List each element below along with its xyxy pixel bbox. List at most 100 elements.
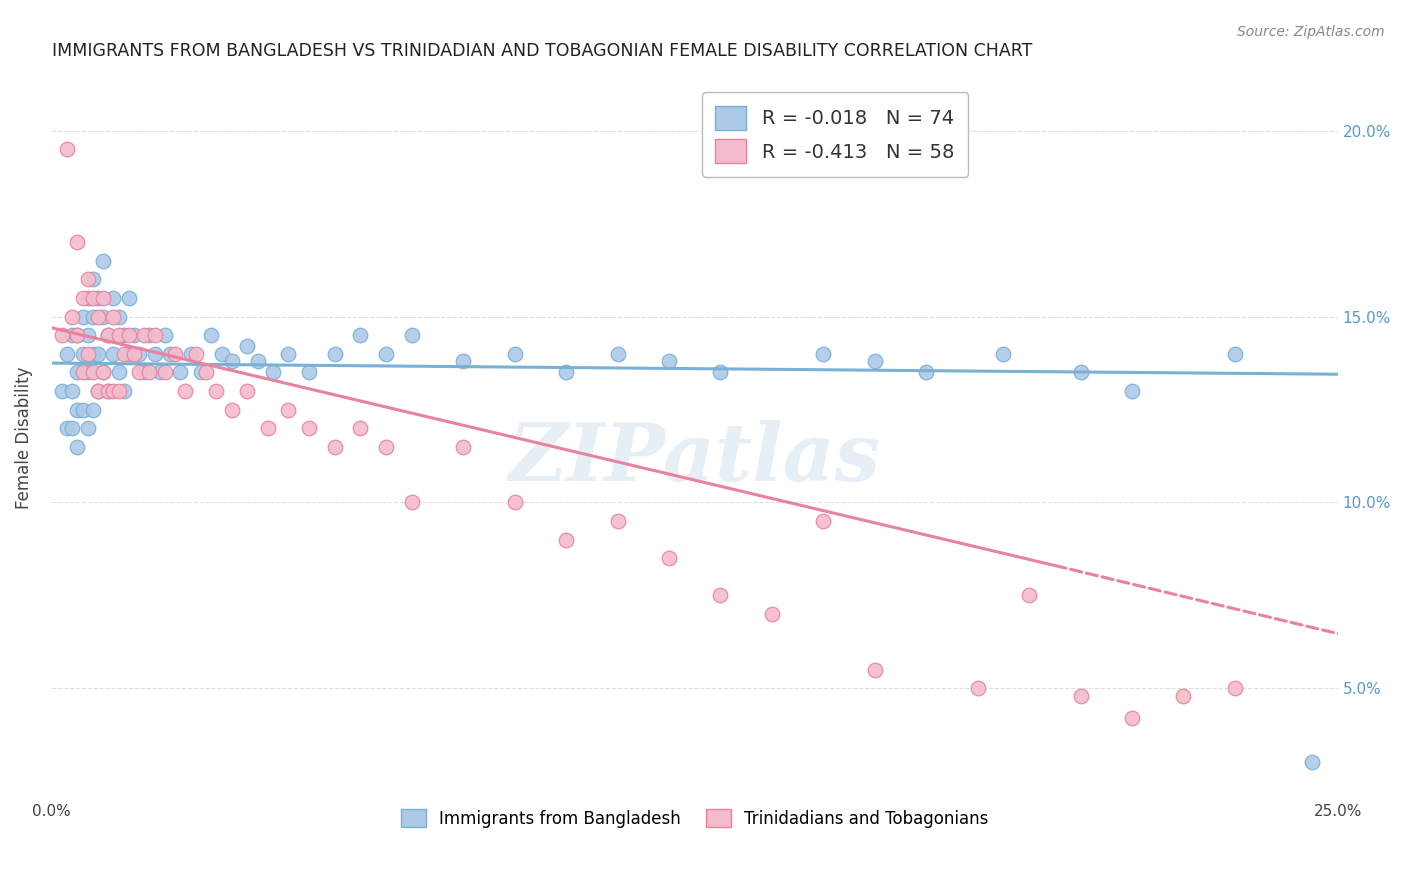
Point	[122, 347, 145, 361]
Point	[66, 235, 89, 250]
Point	[1301, 756, 1323, 770]
Point	[236, 384, 259, 398]
Point	[97, 384, 120, 398]
Point	[56, 347, 79, 361]
Point	[60, 310, 83, 324]
Point	[138, 328, 160, 343]
Point	[107, 310, 129, 324]
Point	[82, 291, 104, 305]
Point	[658, 551, 681, 566]
Point	[813, 514, 835, 528]
Point	[66, 402, 89, 417]
Point	[451, 354, 474, 368]
Point	[87, 384, 110, 398]
Point	[112, 384, 135, 398]
Point	[863, 663, 886, 677]
Point	[112, 347, 135, 361]
Point	[236, 339, 259, 353]
Point	[51, 384, 73, 398]
Point	[82, 347, 104, 361]
Point	[91, 365, 114, 379]
Point	[221, 402, 243, 417]
Point	[128, 347, 150, 361]
Point	[709, 365, 731, 379]
Point	[87, 384, 110, 398]
Point	[60, 328, 83, 343]
Point	[709, 588, 731, 602]
Point	[97, 328, 120, 343]
Point	[451, 440, 474, 454]
Point	[606, 347, 628, 361]
Point	[72, 347, 94, 361]
Point	[107, 365, 129, 379]
Point	[118, 328, 141, 343]
Point	[66, 440, 89, 454]
Point	[134, 365, 156, 379]
Point	[91, 310, 114, 324]
Point	[122, 328, 145, 343]
Point	[97, 328, 120, 343]
Point	[180, 347, 202, 361]
Point	[72, 310, 94, 324]
Point	[66, 328, 89, 343]
Point	[82, 310, 104, 324]
Point	[1070, 689, 1092, 703]
Point	[60, 384, 83, 398]
Point	[153, 365, 176, 379]
Point	[76, 291, 98, 305]
Point	[205, 384, 228, 398]
Point	[56, 143, 79, 157]
Point	[1018, 588, 1040, 602]
Point	[915, 365, 938, 379]
Point	[118, 347, 141, 361]
Point	[375, 347, 398, 361]
Text: ZIPatlas: ZIPatlas	[509, 420, 880, 498]
Point	[103, 291, 125, 305]
Point	[658, 354, 681, 368]
Point	[153, 328, 176, 343]
Text: IMMIGRANTS FROM BANGLADESH VS TRINIDADIAN AND TOBAGONIAN FEMALE DISABILITY CORRE: IMMIGRANTS FROM BANGLADESH VS TRINIDADIA…	[52, 42, 1032, 60]
Point	[91, 365, 114, 379]
Point	[211, 347, 233, 361]
Point	[195, 365, 218, 379]
Point	[107, 384, 129, 398]
Point	[246, 354, 269, 368]
Point	[606, 514, 628, 528]
Point	[91, 254, 114, 268]
Point	[503, 347, 526, 361]
Point	[76, 272, 98, 286]
Point	[323, 440, 346, 454]
Point	[87, 347, 110, 361]
Point	[76, 365, 98, 379]
Point	[165, 347, 187, 361]
Point	[190, 365, 212, 379]
Point	[138, 365, 160, 379]
Point	[51, 328, 73, 343]
Point	[128, 365, 150, 379]
Point	[1223, 681, 1246, 695]
Point	[159, 347, 181, 361]
Point	[97, 384, 120, 398]
Point	[277, 347, 299, 361]
Point	[256, 421, 278, 435]
Point	[401, 328, 423, 343]
Point	[103, 347, 125, 361]
Point	[103, 384, 125, 398]
Point	[76, 347, 98, 361]
Point	[993, 347, 1015, 361]
Point	[174, 384, 197, 398]
Point	[349, 328, 371, 343]
Point	[56, 421, 79, 435]
Legend: Immigrants from Bangladesh, Trinidadians and Tobagonians: Immigrants from Bangladesh, Trinidadians…	[394, 803, 995, 835]
Point	[503, 495, 526, 509]
Point	[82, 365, 104, 379]
Point	[863, 354, 886, 368]
Point	[375, 440, 398, 454]
Point	[169, 365, 191, 379]
Point	[761, 607, 783, 621]
Point	[107, 328, 129, 343]
Point	[298, 421, 321, 435]
Point	[1070, 365, 1092, 379]
Point	[323, 347, 346, 361]
Point	[221, 354, 243, 368]
